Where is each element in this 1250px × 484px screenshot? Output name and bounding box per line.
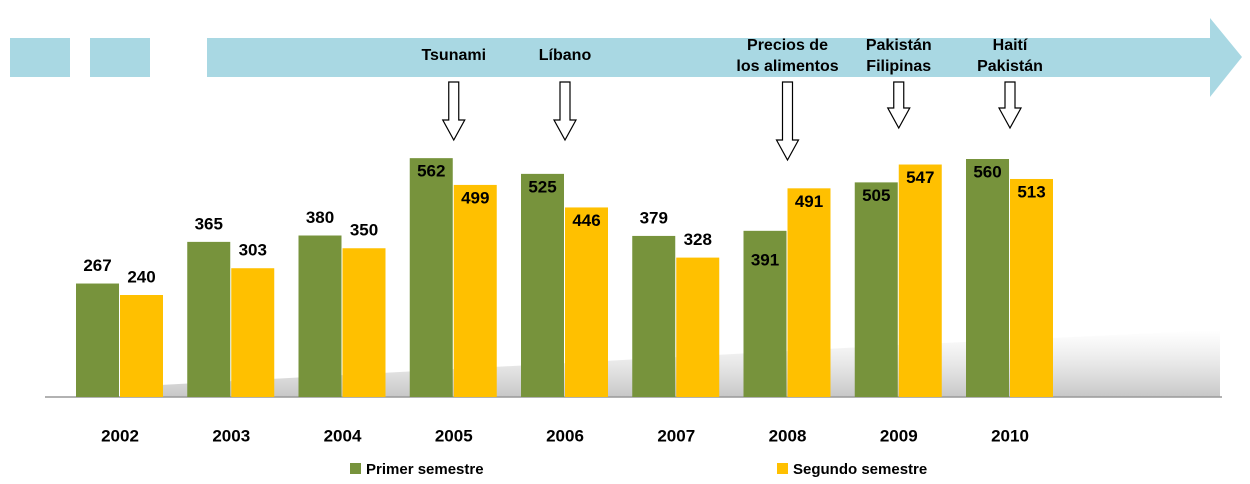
legend-swatch [777,463,788,474]
x-tick-label: 2008 [769,426,807,445]
bar [187,241,231,397]
event-arrow [997,81,1023,130]
value-label: 379 [640,208,668,227]
annotation: Precios de los alimentos [736,37,838,75]
x-tick-label: 2004 [324,426,362,445]
bar [298,235,342,397]
annotation-line: Tsunami [421,47,486,64]
banner-block [10,38,70,77]
value-label: 303 [239,241,267,260]
x-tick-label: 2010 [991,426,1029,445]
value-label: 267 [83,256,111,275]
event-arrow [552,81,578,142]
bar [521,173,564,397]
bar [453,184,497,397]
value-label: 560 [973,162,1001,181]
annotation-line: Líbano [539,47,592,64]
bar [787,188,831,397]
x-tick-label: 2003 [212,426,250,445]
bar [898,164,942,397]
event-arrow [441,81,466,142]
value-label: 328 [684,230,712,249]
value-label: 562 [417,162,445,181]
annotation-line: Pakistán [866,37,932,54]
value-label: 547 [906,168,934,187]
bar [76,283,119,397]
event-arrow [775,81,800,162]
annotation: Haití Pakistán [977,37,1043,75]
legend-swatch [350,463,361,474]
bar [1010,178,1053,397]
bar [676,257,720,397]
bar [120,295,163,397]
bar [565,207,608,397]
legend-label: Segundo semestre [793,461,927,478]
annotation-line: Precios de [747,37,828,54]
x-tick-label: 2005 [435,426,473,445]
value-label: 380 [306,208,334,227]
x-tick-label: 2007 [657,426,695,445]
value-label: 525 [528,177,556,196]
legend-label: Primer semestre [366,461,484,478]
value-label: 240 [127,267,155,286]
x-tick-label: 2009 [880,426,918,445]
annotation-line: Filipinas [866,58,931,75]
x-tick-label: 2006 [546,426,584,445]
value-label: 491 [795,192,823,211]
value-label: 350 [350,221,378,240]
annotation-line: los alimentos [736,58,838,75]
bar [231,268,275,397]
bar [743,230,787,397]
annotation: Pakistán Filipinas [866,37,932,75]
event-arrow [886,81,911,130]
value-label: 513 [1017,182,1045,201]
bar [966,159,1009,397]
value-label: 365 [195,214,223,233]
annotation: Líbano [539,47,592,64]
value-label: 391 [751,250,779,269]
banner-arrow [207,18,1242,97]
bar [854,182,898,397]
value-label: 505 [862,186,890,205]
annotation-line: Pakistán [977,58,1043,75]
annotation: Tsunami [421,47,486,64]
value-label: 499 [461,188,489,207]
value-label: 446 [572,211,600,230]
bar [342,248,386,397]
bar [632,235,676,397]
x-tick-label: 2002 [101,426,139,445]
banner-block [90,38,150,77]
bar [409,158,453,397]
annotation-line: Haití [993,37,1028,54]
